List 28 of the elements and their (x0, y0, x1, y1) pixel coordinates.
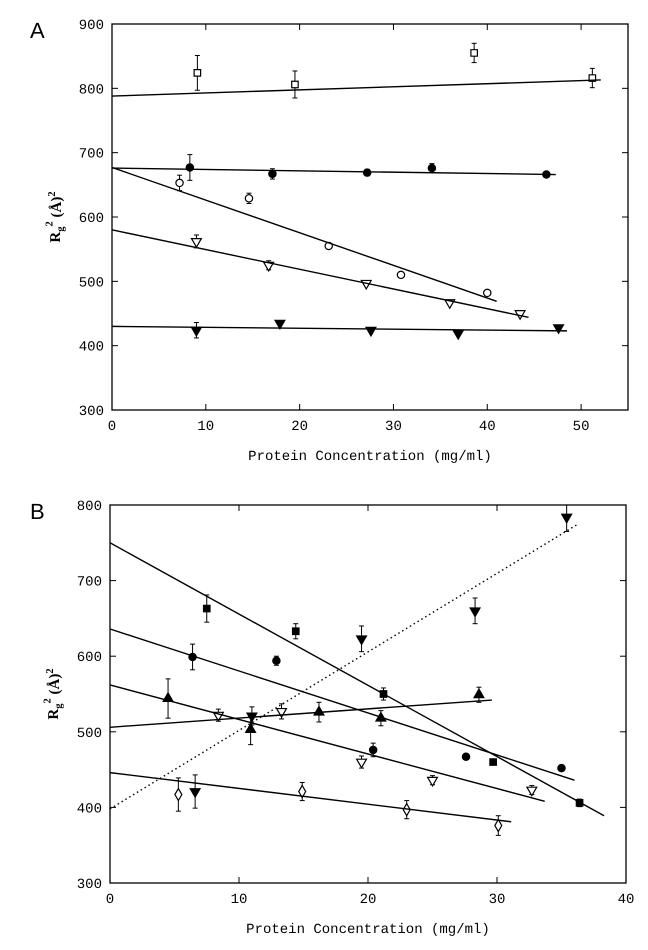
y-tick-label: 800 (78, 82, 104, 98)
x-tick-label: 40 (618, 892, 634, 908)
y-tick-label: 500 (76, 726, 102, 742)
x-tick-label: 30 (385, 419, 402, 435)
y-tick-label: 600 (78, 211, 104, 227)
y-tick-label: 900 (78, 18, 104, 34)
y-tick-label: 300 (76, 877, 102, 893)
x-tick-label: 40 (478, 419, 496, 435)
y-tick-label: 300 (78, 404, 104, 420)
chart-title: A (30, 18, 45, 43)
y-tick-label: 700 (76, 574, 102, 591)
y-tick-label: 700 (78, 146, 104, 163)
y-tick-label: 800 (76, 499, 102, 515)
chart-title: B (30, 499, 45, 524)
x-tick-label: 30 (488, 892, 506, 908)
y-tick-label: 600 (76, 650, 102, 666)
y-tick-label: 500 (78, 275, 104, 292)
x-tick-label: 20 (360, 892, 376, 908)
x-axis-title: Protein Concentration (mg/ml) (248, 449, 492, 465)
x-tick-label: 0 (108, 419, 116, 435)
y-tick-label: 400 (78, 340, 104, 356)
y-tick-label: 400 (76, 801, 102, 818)
x-tick-label: 20 (291, 419, 308, 435)
x-axis-title: Protein Concentration (mg/ml) (246, 922, 490, 938)
x-tick-label: 0 (106, 892, 114, 908)
x-tick-label: 10 (230, 892, 248, 908)
x-tick-label: 10 (197, 419, 214, 435)
x-tick-label: 50 (572, 419, 590, 435)
